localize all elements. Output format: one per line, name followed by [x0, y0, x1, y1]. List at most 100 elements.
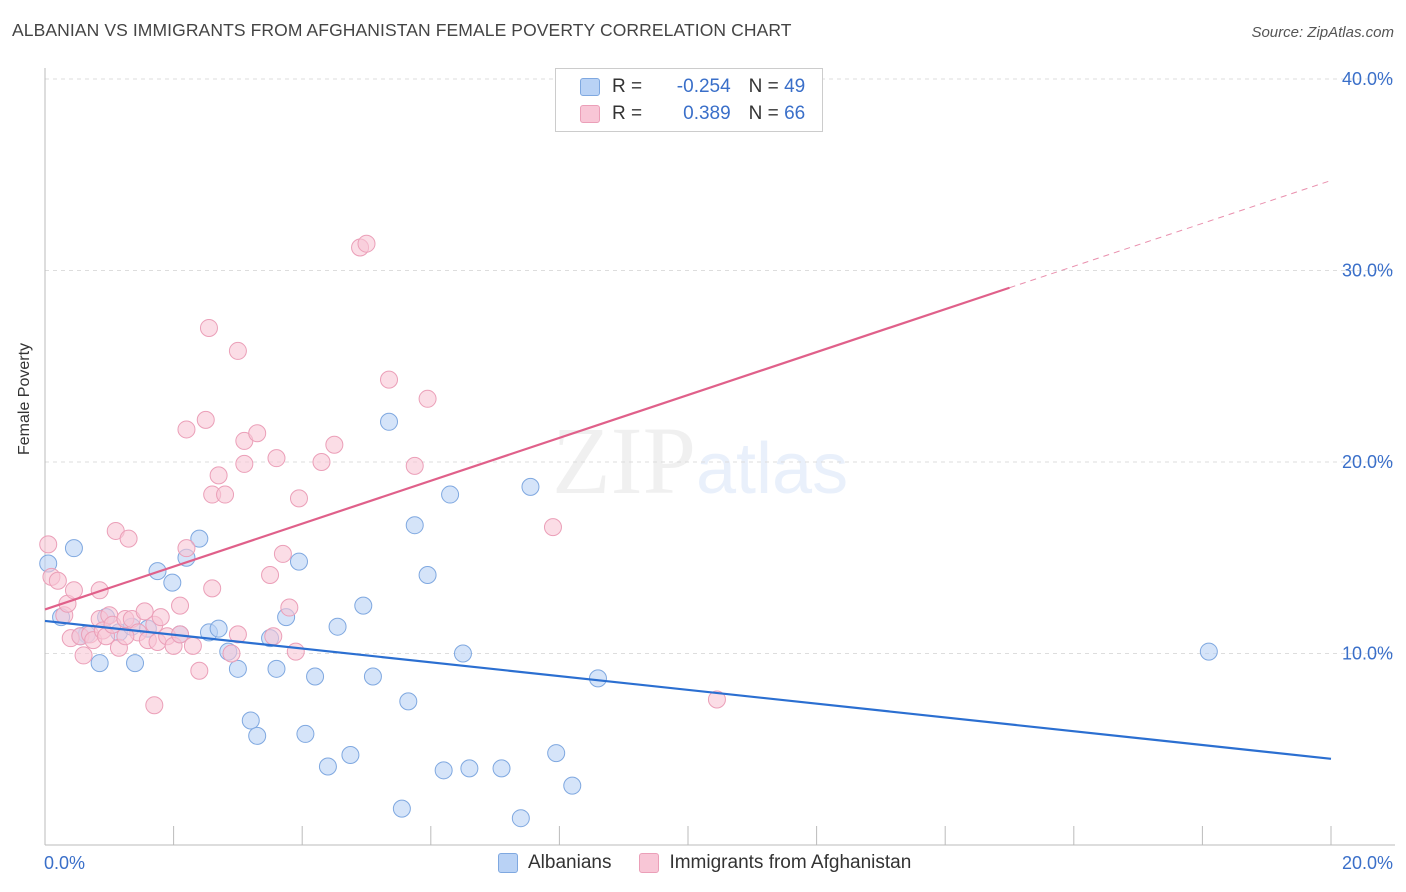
afghanistan-point [203, 579, 222, 598]
y-tick-label: 30.0% [1342, 261, 1393, 281]
legend-row-albanians: R = -0.254 N = 49 [580, 75, 805, 99]
albanians-point [418, 565, 437, 584]
afghanistan-point [48, 571, 67, 590]
x-tick-label: 20.0% [1342, 853, 1393, 873]
legend-label-afghanistan: Immigrants from Afghanistan [669, 852, 912, 873]
albanians-point [306, 667, 325, 686]
r-label: R = [612, 76, 643, 97]
correlation-legend: R = -0.254 N = 49 R = 0.389 N = 66 [555, 68, 823, 132]
afghanistan-point [216, 485, 235, 504]
albanians-point [588, 669, 607, 688]
afghanistan-point [280, 598, 299, 617]
albanians-point [399, 692, 418, 711]
albanians-point [228, 659, 247, 678]
afghanistan-point [119, 529, 138, 548]
afghanistan-point [248, 424, 267, 443]
afghanistan-point [267, 449, 286, 468]
albanians-point [296, 724, 315, 743]
n-label: N = [748, 76, 779, 97]
afghanistan-point [190, 661, 209, 680]
n-value: 49 [784, 76, 806, 97]
albanians-point [318, 757, 337, 776]
afghanistan-point [222, 644, 241, 663]
afghanistan-point [145, 696, 164, 715]
n-value: 66 [784, 103, 806, 124]
legend-item-afghanistan: Immigrants from Afghanistan [639, 852, 911, 874]
afghanistan-point [418, 389, 437, 408]
afghanistan-point [228, 341, 247, 360]
afghanistan-point [171, 596, 190, 615]
albanians-point [363, 667, 382, 686]
r-label: R = [612, 103, 643, 124]
afghanistan-point [273, 544, 292, 563]
albanians-point [441, 485, 460, 504]
afghanistan-point [228, 625, 247, 644]
albanians-point [521, 477, 540, 496]
afghanistan-point [312, 453, 331, 471]
albanians-point [241, 711, 260, 730]
afghanistan-point [183, 636, 202, 655]
afghanistan-point [199, 318, 218, 337]
afghanistan-point [261, 565, 280, 584]
albanians-point [547, 744, 566, 763]
afghanistan-trendline-extension [1009, 180, 1332, 289]
albanians-point [328, 617, 347, 636]
afghanistan-point [235, 454, 254, 473]
albanians-point [209, 619, 228, 638]
afghanistan-point [177, 539, 196, 558]
albanians-point [90, 654, 109, 673]
y-tick-label: 10.0% [1342, 644, 1393, 664]
legend-row-afghanistan: R = 0.389 N = 66 [580, 102, 805, 126]
albanians-point [190, 529, 209, 548]
afghanistan-point [196, 410, 215, 429]
afghanistan-point [325, 435, 344, 454]
albanians-point [64, 539, 83, 558]
watermark: ZIPatlas [552, 405, 848, 516]
r-value: 0.389 [683, 103, 731, 124]
albanians-point [434, 761, 453, 780]
afghanistan-point [707, 690, 726, 709]
afghanistan-swatch [580, 105, 600, 123]
y-tick-label: 40.0% [1342, 69, 1393, 89]
legend-item-albanians: Albanians [498, 852, 611, 874]
albanians-point [248, 726, 267, 745]
afghanistan-point [135, 602, 154, 621]
x-tick-label: 0.0% [44, 853, 85, 873]
afghanistan-point [177, 420, 196, 439]
albanians-trendline [44, 619, 1332, 760]
albanians-point [1199, 642, 1218, 661]
afghanistan-point [405, 456, 424, 475]
albanians-point [453, 644, 472, 663]
y-tick-label: 20.0% [1342, 452, 1393, 472]
legend-label-albanians: Albanians [528, 852, 612, 873]
source-label: Source: ZipAtlas.com [1251, 24, 1394, 41]
albanians-point [289, 552, 308, 571]
series-legend: Albanians Immigrants from Afghanistan [498, 852, 939, 874]
afghanistan-point [151, 608, 170, 627]
afghanistan-trendline [44, 286, 1010, 611]
watermark-zip: ZIP [552, 407, 696, 514]
albanians-point [126, 654, 145, 673]
albanians-point [163, 573, 182, 592]
albanians-point [511, 809, 530, 828]
afghanistan-point [64, 581, 83, 600]
afghanistan-point [264, 627, 283, 646]
albanians-point [380, 412, 399, 431]
afghanistan-point [209, 466, 228, 485]
albanians-point [267, 659, 286, 678]
afghanistan-point [357, 234, 376, 253]
afghanistan-swatch [639, 853, 660, 873]
afghanistan-point [380, 370, 399, 389]
chart-title: ALBANIAN VS IMMIGRANTS FROM AFGHANISTAN … [12, 20, 792, 40]
r-value: -0.254 [676, 76, 731, 97]
albanians-point [354, 596, 373, 615]
albanians-point [563, 776, 582, 795]
albanians-point [492, 759, 511, 778]
albanians-point [392, 799, 411, 818]
watermark-atlas: atlas [696, 429, 849, 509]
albanians-point [341, 745, 360, 764]
albanians-point [460, 759, 479, 778]
afghanistan-point [39, 535, 58, 554]
afghanistan-point [286, 642, 305, 661]
